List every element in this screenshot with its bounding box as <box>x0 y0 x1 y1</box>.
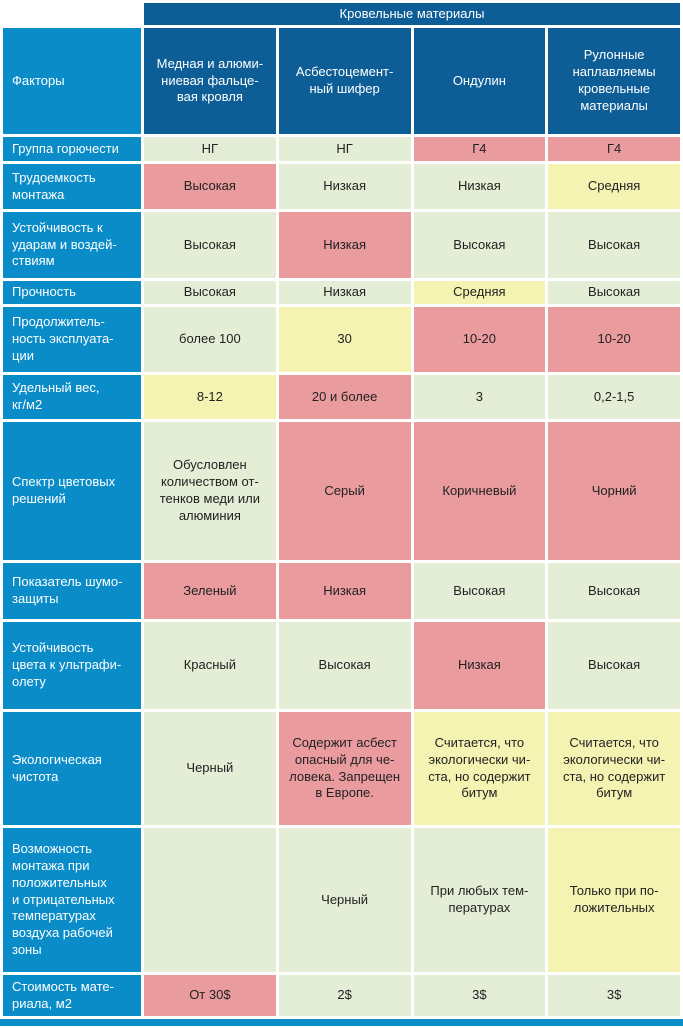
value-cell: От 30$ <box>144 975 276 1016</box>
value-cell: Г4 <box>548 137 680 161</box>
value-cell: Низкая <box>413 164 546 209</box>
value-cell: Высокая <box>548 281 680 304</box>
value-cell: Высокая <box>413 212 546 278</box>
value-cell: Красный <box>144 622 276 709</box>
footer-bar <box>0 1019 683 1026</box>
value-cell: НГ <box>144 137 276 161</box>
value-cell: При любых тем- пературах <box>413 828 546 972</box>
value-cell: Высокая <box>144 281 276 304</box>
table-row: Устойчивость цвета к ультрафи- олету Крас… <box>3 622 680 709</box>
value-cell: Зеленый <box>144 563 276 619</box>
value-cell: Низкая <box>278 164 411 209</box>
row-label: Показатель шумо- защиты <box>3 563 141 619</box>
value-cell: 3$ <box>548 975 680 1016</box>
value-cell: Высокая <box>548 212 680 278</box>
value-cell: Серый <box>278 422 411 560</box>
value-cell: Высокая <box>144 164 276 209</box>
column-header-copper-aluminum: Медная и алюми- ниевая фальце- вая кровл… <box>144 28 276 134</box>
table-row: Группа горючести НГ НГ Г4 Г4 <box>3 137 680 161</box>
value-cell: Чорний <box>548 422 680 560</box>
table-row: Показатель шумо- защиты Зеленый Низкая Высо… <box>3 563 680 619</box>
table-body: Группа горючести НГ НГ Г4 Г4 Трудоемкость мон… <box>3 137 680 1016</box>
value-cell: Содержит асбест опасный для че- ловека. … <box>278 712 411 825</box>
row-label: Возможность монтажа при положительных и … <box>3 828 141 972</box>
table-title-banner: Кровельные материалы <box>144 3 680 25</box>
value-cell: НГ <box>278 137 411 161</box>
value-cell: 3 <box>413 375 546 419</box>
row-label: Устойчивость цвета к ультрафи- олету <box>3 622 141 709</box>
value-cell <box>144 828 276 972</box>
value-cell: 30 <box>278 307 411 372</box>
value-cell: Низкая <box>413 622 546 709</box>
value-cell: Черный <box>144 712 276 825</box>
row-label: Удельный вес, кг/м2 <box>3 375 141 419</box>
table-row: Прочность Высокая Низкая Средняя Высокая <box>3 281 680 304</box>
column-header-rolled-materials: Рулонные наплавляемы кровельные материал… <box>548 28 680 134</box>
row-label: Экологическая чистота <box>3 712 141 825</box>
row-label: Трудоемкость монтажа <box>3 164 141 209</box>
value-cell: Коричневый <box>413 422 546 560</box>
value-cell: Низкая <box>278 281 411 304</box>
value-cell: Высокая <box>144 212 276 278</box>
value-cell: Низкая <box>278 212 411 278</box>
column-header-row: Факторы Медная и алюми- ниевая фальце- в… <box>3 28 680 134</box>
value-cell: 3$ <box>413 975 546 1016</box>
banner-row: Кровельные материалы <box>3 3 680 25</box>
value-cell: 20 и более <box>278 375 411 419</box>
table-row: Возможность монтажа при положительных и … <box>3 828 680 972</box>
row-label: Группа горючести <box>3 137 141 161</box>
row-label: Продолжитель- ность эксплуата- ции <box>3 307 141 372</box>
value-cell: Высокая <box>278 622 411 709</box>
value-cell: Средняя <box>548 164 680 209</box>
value-cell: 10-20 <box>413 307 546 372</box>
value-cell: Только при по- ложительных <box>548 828 680 972</box>
value-cell: 8-12 <box>144 375 276 419</box>
table-row: Устойчивость к ударам и воздей- ствиям Вы… <box>3 212 680 278</box>
row-label: Прочность <box>3 281 141 304</box>
value-cell: 2$ <box>278 975 411 1016</box>
corner-spacer <box>3 3 141 25</box>
table-row: Экологическая чистота Черный Содержит асбе… <box>3 712 680 825</box>
corner-header-factors: Факторы <box>3 28 141 134</box>
value-cell: 0,2-1,5 <box>548 375 680 419</box>
row-label: Устойчивость к ударам и воздей- ствиям <box>3 212 141 278</box>
table-row: Удельный вес, кг/м2 8-12 20 и более 3 0,2-1,… <box>3 375 680 419</box>
table-row: Продолжитель- ность эксплуата- ции более … <box>3 307 680 372</box>
column-header-ondulin: Ондулин <box>413 28 546 134</box>
value-cell: Считается, что экологически чи- ста, но … <box>548 712 680 825</box>
value-cell: Г4 <box>413 137 546 161</box>
value-cell: Считается, что экологически чи- ста, но … <box>413 712 546 825</box>
column-header-asbestos-slate: Асбестоцемент- ный шифер <box>278 28 411 134</box>
table-row: Спектр цветовых решений Обусловлен количе… <box>3 422 680 560</box>
value-cell: Низкая <box>278 563 411 619</box>
value-cell: более 100 <box>144 307 276 372</box>
value-cell: Высокая <box>413 563 546 619</box>
value-cell: Высокая <box>548 563 680 619</box>
row-label: Спектр цветовых решений <box>3 422 141 560</box>
table-row: Стоимость мате- риала, м2 От 30$ 2$ 3$ 3$ <box>3 975 680 1016</box>
table-row: Трудоемкость монтажа Высокая Низкая Низкая С… <box>3 164 680 209</box>
value-cell: 10-20 <box>548 307 680 372</box>
value-cell: Средняя <box>413 281 546 304</box>
value-cell: Черный <box>278 828 411 972</box>
value-cell: Обусловлен количеством от- тенков меди и… <box>144 422 276 560</box>
row-label: Стоимость мате- риала, м2 <box>3 975 141 1016</box>
value-cell: Высокая <box>548 622 680 709</box>
